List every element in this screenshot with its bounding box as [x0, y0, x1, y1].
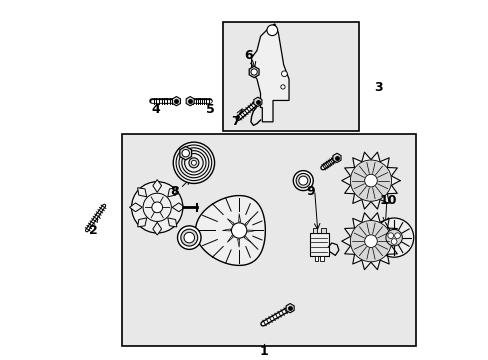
- Polygon shape: [167, 188, 177, 197]
- Polygon shape: [172, 96, 180, 106]
- Circle shape: [394, 233, 400, 239]
- Text: 1: 1: [259, 345, 268, 358]
- Polygon shape: [244, 219, 250, 225]
- Bar: [122, 134, 415, 346]
- Text: 8: 8: [170, 185, 179, 198]
- Text: 6: 6: [243, 49, 252, 62]
- Polygon shape: [153, 180, 161, 192]
- Polygon shape: [238, 214, 240, 222]
- Circle shape: [387, 233, 393, 239]
- Circle shape: [349, 221, 391, 262]
- Bar: [312, 228, 317, 233]
- Bar: [309, 233, 328, 256]
- Circle shape: [152, 202, 162, 213]
- Polygon shape: [227, 235, 233, 242]
- Polygon shape: [172, 203, 184, 212]
- Circle shape: [173, 142, 214, 184]
- Circle shape: [191, 160, 196, 165]
- Polygon shape: [237, 239, 239, 247]
- Polygon shape: [332, 153, 340, 162]
- Circle shape: [385, 229, 402, 246]
- Polygon shape: [341, 152, 399, 209]
- Polygon shape: [244, 236, 250, 242]
- Circle shape: [266, 25, 277, 36]
- Circle shape: [177, 226, 201, 249]
- Polygon shape: [167, 218, 177, 227]
- Circle shape: [131, 182, 183, 233]
- Bar: [314, 256, 318, 261]
- Polygon shape: [341, 213, 399, 270]
- Circle shape: [364, 235, 377, 247]
- Text: 5: 5: [206, 103, 215, 116]
- Circle shape: [183, 232, 194, 243]
- Polygon shape: [285, 303, 294, 313]
- Circle shape: [296, 174, 310, 188]
- Circle shape: [364, 174, 377, 187]
- Circle shape: [231, 223, 246, 238]
- Circle shape: [281, 71, 286, 77]
- Polygon shape: [247, 230, 255, 232]
- Circle shape: [182, 149, 189, 157]
- Bar: [321, 228, 325, 233]
- Circle shape: [374, 218, 413, 257]
- Text: 2: 2: [88, 224, 97, 237]
- Polygon shape: [249, 66, 259, 78]
- Circle shape: [298, 176, 307, 185]
- Bar: [320, 256, 323, 261]
- Polygon shape: [251, 24, 288, 122]
- Polygon shape: [227, 219, 234, 225]
- Circle shape: [188, 158, 199, 168]
- Polygon shape: [137, 188, 146, 197]
- Text: 10: 10: [379, 194, 397, 207]
- Circle shape: [280, 85, 285, 89]
- Circle shape: [181, 229, 197, 246]
- Polygon shape: [137, 218, 146, 227]
- Circle shape: [349, 160, 391, 201]
- Text: 9: 9: [305, 185, 314, 198]
- Polygon shape: [253, 97, 262, 107]
- Circle shape: [390, 239, 396, 244]
- Polygon shape: [186, 96, 194, 106]
- Polygon shape: [180, 147, 191, 160]
- Polygon shape: [195, 195, 265, 265]
- Bar: [223, 22, 358, 131]
- Polygon shape: [222, 229, 230, 231]
- Circle shape: [143, 193, 171, 221]
- Polygon shape: [153, 222, 161, 235]
- Circle shape: [293, 171, 313, 190]
- Polygon shape: [129, 203, 142, 212]
- Text: 3: 3: [373, 81, 382, 94]
- Circle shape: [250, 69, 257, 75]
- Text: 7: 7: [231, 115, 240, 128]
- Text: 4: 4: [151, 103, 160, 116]
